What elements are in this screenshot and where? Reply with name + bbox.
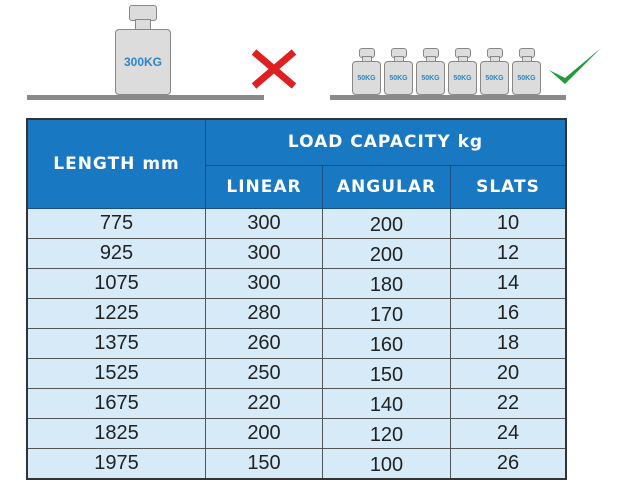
angular-cell: 180 — [322, 267, 451, 299]
table-row: 1675 220 140 22 — [26, 387, 567, 419]
weight-label: 50KG — [448, 61, 477, 95]
slats-cell: 18 — [450, 327, 567, 359]
small-weight: 50KG — [384, 48, 413, 95]
table-row: 1975 150 100 26 — [26, 447, 567, 479]
header-slats: SLATS — [450, 164, 567, 209]
linear-cell: 250 — [205, 357, 323, 389]
small-weight: 50KG — [416, 48, 445, 95]
length-cell: 1675 — [26, 387, 206, 419]
table-row: 925 300 200 12 — [26, 237, 567, 269]
slats-cell: 14 — [450, 267, 567, 299]
small-weight: 50KG — [480, 48, 509, 95]
angular-cell: 160 — [322, 327, 451, 359]
linear-cell: 300 — [205, 207, 323, 239]
linear-cell: 200 — [205, 417, 323, 449]
table-row: 1075 300 180 14 — [26, 267, 567, 299]
weight-label: 50KG — [512, 61, 541, 95]
slats-cell: 12 — [450, 237, 567, 269]
linear-cell: 220 — [205, 387, 323, 419]
length-cell: 925 — [26, 237, 206, 269]
table-row: 1525 250 150 20 — [26, 357, 567, 389]
angular-cell: 170 — [322, 297, 451, 329]
small-weight: 50KG — [352, 48, 381, 95]
slats-cell: 10 — [450, 207, 567, 239]
table-row: 1825 200 120 24 — [26, 417, 567, 449]
weight-label: 50KG — [384, 61, 413, 95]
length-cell: 1975 — [26, 447, 206, 479]
linear-cell: 300 — [205, 237, 323, 269]
linear-cell: 150 — [205, 447, 323, 479]
length-cell: 1825 — [26, 417, 206, 449]
slats-cell: 22 — [450, 387, 567, 419]
header-linear: LINEAR — [205, 164, 323, 209]
linear-cell: 260 — [205, 327, 323, 359]
linear-cell: 300 — [205, 267, 323, 299]
table-row: 775 300 200 10 — [26, 207, 567, 239]
cross-icon — [251, 49, 297, 89]
angular-cell: 200 — [322, 237, 451, 269]
small-weight: 50KG — [512, 48, 541, 95]
length-cell: 1375 — [26, 327, 206, 359]
linear-cell: 280 — [205, 297, 323, 329]
slats-cell: 16 — [450, 297, 567, 329]
checkmark-icon — [549, 48, 601, 84]
length-cell: 1525 — [26, 357, 206, 389]
slats-cell: 26 — [450, 447, 567, 479]
slats-cell: 20 — [450, 357, 567, 389]
angular-cell: 140 — [322, 387, 451, 419]
length-cell: 775 — [26, 207, 206, 239]
table-row: 1375 260 160 18 — [26, 327, 567, 359]
header-angular: ANGULAR — [322, 164, 451, 209]
angular-cell: 150 — [322, 357, 451, 389]
weight-label: 50KG — [352, 61, 381, 95]
slats-cell: 24 — [450, 417, 567, 449]
header-length: LENGTH mm — [26, 118, 206, 209]
angular-cell: 100 — [322, 447, 451, 479]
load-capacity-table: LENGTH mm LOAD CAPACITY kg LINEAR ANGULA… — [26, 118, 567, 480]
table-row: 1225 280 170 16 — [26, 297, 567, 329]
weight-label: 50KG — [416, 61, 445, 95]
large-weight: 300KG — [115, 5, 171, 95]
angular-cell: 120 — [322, 417, 451, 449]
length-cell: 1075 — [26, 267, 206, 299]
right-shelf — [330, 95, 566, 100]
weight-label: 300KG — [115, 29, 171, 95]
header-load-capacity: LOAD CAPACITY kg — [205, 118, 567, 166]
length-cell: 1225 — [26, 297, 206, 329]
weight-label: 50KG — [480, 61, 509, 95]
angular-cell: 200 — [322, 207, 451, 239]
small-weight: 50KG — [448, 48, 477, 95]
left-shelf — [27, 95, 264, 100]
